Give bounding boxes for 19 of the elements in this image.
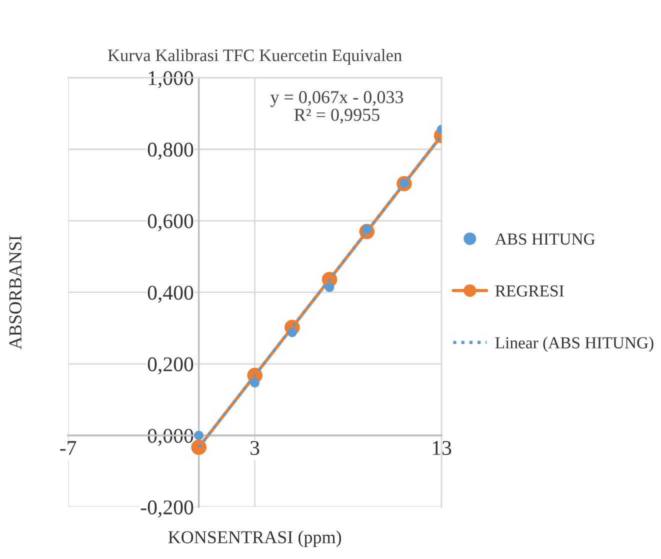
annotation: y = 0,067x - 0,033 R² = 0,9955 [270, 91, 404, 124]
x-tick-label: 13 [432, 440, 452, 455]
y-tick-label: 0,800 [148, 142, 194, 160]
legend-label: Linear (ABS HITUNG) [495, 336, 654, 352]
chart-title: Kurva Kalibrasi TFC Kuercetin Equivalen [108, 48, 402, 65]
legend-label: REGRESI [495, 285, 564, 297]
legend-label: ABS HITUNG [495, 233, 595, 245]
y-axis-title: ABSORBANSI [9, 236, 22, 350]
point [288, 328, 297, 338]
y-tick-label: 0,200 [148, 357, 194, 374]
y-tick-label: -0,200 [140, 500, 194, 518]
x-axis-title: KONSENTRASI (ppm) [168, 530, 342, 547]
point [194, 430, 204, 440]
y-tick-label: 0,600 [148, 214, 194, 232]
y-tick-label: 0,400 [148, 286, 194, 303]
x-tick-label: 3 [250, 440, 260, 455]
point [250, 378, 260, 388]
x-tick-label: -7 [60, 441, 76, 455]
point [324, 282, 334, 292]
